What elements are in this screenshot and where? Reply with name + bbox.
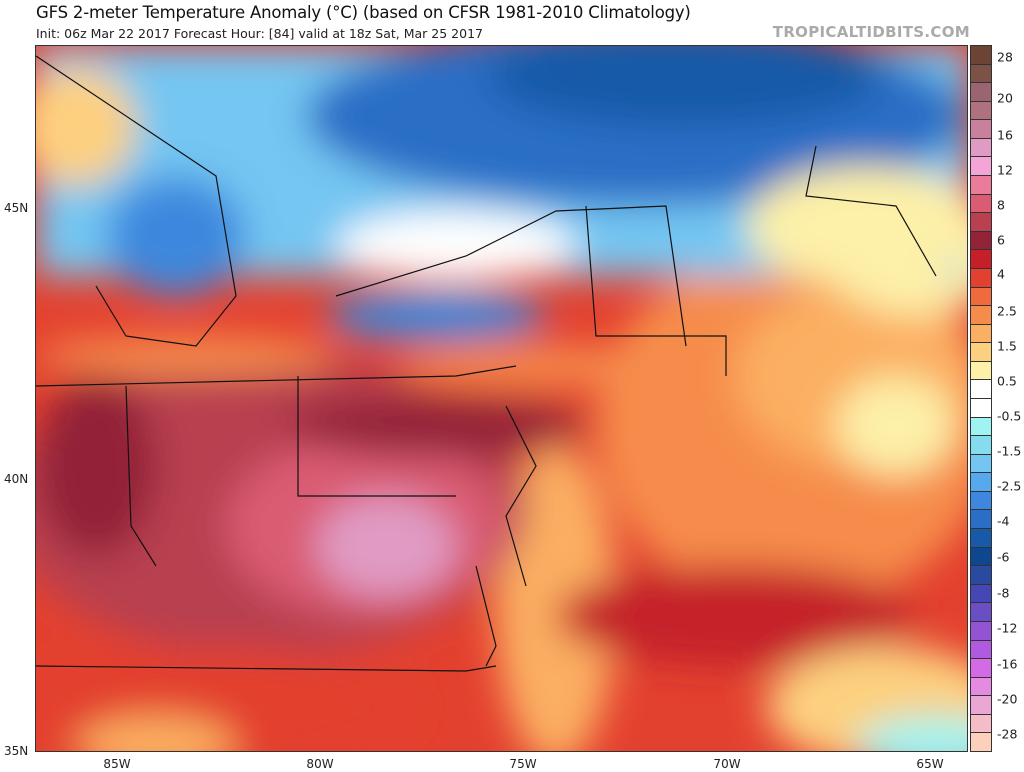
colorbar-swatch bbox=[971, 306, 991, 325]
colorbar-swatch bbox=[971, 491, 991, 511]
lat-label-45n: 45N bbox=[4, 201, 29, 215]
colorbar-label: -28 bbox=[997, 726, 1018, 742]
colorbar-label: -16 bbox=[997, 656, 1018, 672]
colorbar-swatch bbox=[971, 138, 991, 158]
colorbar-swatch bbox=[971, 696, 991, 715]
colorbar-swatch bbox=[971, 454, 991, 474]
colorbar-label: 28 bbox=[997, 49, 1013, 65]
colorbar-swatch bbox=[971, 287, 991, 307]
colorbar-swatch bbox=[971, 436, 991, 455]
lon-label-65w: 65W bbox=[916, 757, 944, 771]
colorbar-swatch bbox=[971, 268, 991, 288]
colorbar-swatch bbox=[971, 529, 991, 548]
colorbar-swatch bbox=[971, 677, 991, 697]
colorbar-swatch bbox=[971, 231, 991, 251]
colorbar-label: 6 bbox=[997, 232, 1005, 248]
colorbar-swatch bbox=[971, 398, 991, 418]
colorbar-label: 0.5 bbox=[997, 373, 1017, 389]
colorbar-swatch bbox=[971, 64, 991, 84]
colorbar-swatch bbox=[971, 510, 991, 530]
colorbar-swatch bbox=[971, 473, 991, 492]
colorbar-label: 2.5 bbox=[997, 303, 1017, 319]
lon-label-85w: 85W bbox=[103, 757, 131, 771]
colorbar-swatch bbox=[971, 120, 991, 139]
colorbar-label: 4 bbox=[997, 266, 1005, 282]
colorbar-swatch bbox=[971, 621, 991, 641]
colorbar-swatch bbox=[971, 380, 991, 399]
colorbar-swatch bbox=[971, 343, 991, 362]
colorbar-swatch bbox=[971, 659, 991, 678]
colorbar-label: -4 bbox=[997, 513, 1010, 529]
colorbar-swatch bbox=[971, 640, 991, 660]
colorbar-label: 20 bbox=[997, 90, 1013, 106]
colorbar-swatch bbox=[971, 566, 991, 585]
colorbar-swatch bbox=[971, 417, 991, 437]
colorbar-label: -1.5 bbox=[997, 443, 1022, 459]
colorbar-label: -20 bbox=[997, 691, 1018, 707]
colorbar-label: -12 bbox=[997, 620, 1018, 636]
lon-label-70w: 70W bbox=[713, 757, 741, 771]
colorbar-swatch bbox=[971, 83, 991, 102]
colorbar-label: -8 bbox=[997, 585, 1010, 601]
brand-watermark: TROPICALTIDBITS.COM bbox=[772, 23, 970, 41]
colorbar-swatch bbox=[971, 603, 991, 622]
colorbar-swatch bbox=[971, 101, 991, 121]
colorbar-swatch bbox=[971, 250, 991, 269]
lon-label-75w: 75W bbox=[509, 757, 537, 771]
colorbar-swatch bbox=[971, 733, 991, 751]
temperature-anomaly-map bbox=[35, 45, 968, 752]
colorbar-label: 12 bbox=[997, 162, 1013, 178]
map-title: GFS 2-meter Temperature Anomaly (°C) (ba… bbox=[36, 3, 691, 22]
colorbar-label: -0.5 bbox=[997, 408, 1022, 424]
map-subtitle: Init: 06z Mar 22 2017 Forecast Hour: [84… bbox=[36, 26, 483, 41]
lat-label-35n: 35N bbox=[4, 744, 29, 758]
colorbar-swatch bbox=[971, 547, 991, 567]
colorbar-label: -6 bbox=[997, 549, 1010, 565]
colorbar-swatch bbox=[971, 46, 991, 65]
colorbar-label: 8 bbox=[997, 197, 1005, 213]
lat-label-40n: 40N bbox=[4, 472, 29, 486]
lon-label-80w: 80W bbox=[306, 757, 334, 771]
colorbar-swatch bbox=[971, 324, 991, 344]
colorbar-label: 1.5 bbox=[997, 338, 1017, 354]
colorbar-swatch bbox=[971, 194, 991, 214]
state-borders bbox=[36, 55, 937, 672]
colorbar-swatch bbox=[971, 714, 991, 734]
colorbar-swatch bbox=[971, 584, 991, 604]
colorbar-swatch bbox=[971, 176, 991, 195]
colorbar-label: -2.5 bbox=[997, 478, 1022, 494]
colorbar-swatch bbox=[971, 361, 991, 381]
colorbar-label: 16 bbox=[997, 127, 1013, 143]
colorbar-swatch bbox=[971, 213, 991, 232]
colorbar bbox=[970, 45, 992, 752]
colorbar-swatch bbox=[971, 157, 991, 177]
